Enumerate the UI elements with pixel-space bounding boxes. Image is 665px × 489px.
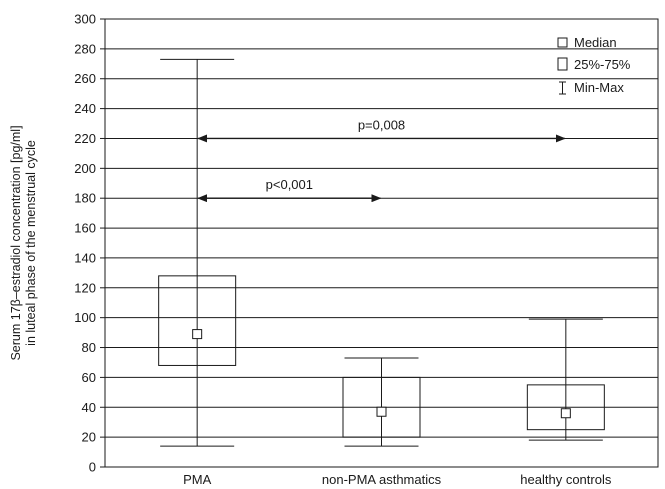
y-tick-label: 220 [74, 131, 96, 146]
legend-quartile-marker [557, 57, 568, 71]
box-1 [342, 357, 421, 447]
box-plots [158, 58, 605, 447]
significance-annotations: p=0,008 p<0,001 [197, 117, 566, 203]
y-tick-label: 280 [74, 41, 96, 56]
y-tick-label: 0 [89, 460, 96, 475]
median-marker [192, 329, 203, 340]
quartile-box [158, 275, 237, 366]
box-0 [158, 58, 237, 447]
y-tick-label: 140 [74, 250, 96, 265]
legend-median-label: Median [574, 35, 617, 50]
median-marker [560, 408, 571, 419]
y-tick-label: 20 [82, 430, 96, 445]
y-tick-label: 120 [74, 280, 96, 295]
x-category-label: healthy controls [520, 472, 612, 487]
y-tick-label: 40 [82, 400, 96, 415]
legend-item-minmax: Min-Max [559, 80, 624, 95]
quartile-box [526, 384, 605, 431]
y-tick-label: 260 [74, 71, 96, 86]
significance-bracket: p=0,008 [197, 117, 566, 143]
legend-quartile-label: 25%-75% [574, 57, 631, 72]
legend-item-quartiles: 25%-75% [557, 57, 631, 72]
p-value-label: p<0,001 [266, 177, 313, 192]
legend-item-median: Median [557, 35, 617, 50]
y-axis-ticks: 0 20 40 60 80 100 120 140 160 180 200 220 240 260 280 3… [74, 12, 105, 475]
y-tick-label: 180 [74, 191, 96, 206]
y-axis-label-line2: in luteal phase of the menstrual cycle [24, 140, 38, 346]
p-value-label: p=0,008 [358, 117, 405, 132]
x-axis-categories: PMA non-PMA asthmatics healthy controls [183, 472, 612, 487]
legend: Median 25%-75% Min-Max [557, 35, 631, 95]
legend-median-marker [557, 37, 568, 48]
quartile-box [342, 376, 421, 438]
legend-minmax-label: Min-Max [574, 80, 624, 95]
x-category-label: PMA [183, 472, 212, 487]
plot-area-frame [104, 18, 659, 468]
y-tick-label: 240 [74, 101, 96, 116]
x-category-label: non-PMA asthmatics [322, 472, 442, 487]
y-tick-label: 100 [74, 310, 96, 325]
median-marker [376, 406, 387, 417]
y-tick-label: 60 [82, 370, 96, 385]
significance-bracket: p<0,001 [197, 177, 382, 203]
y-tick-label: 80 [82, 340, 96, 355]
box-2 [526, 318, 605, 441]
y-axis-label-line1: Serum 17β–estradiol concentration [pg/ml… [9, 125, 23, 360]
y-tick-label: 160 [74, 221, 96, 236]
y-axis-label: Serum 17β–estradiol concentration [pg/ml… [9, 125, 38, 360]
y-tick-label: 300 [74, 12, 96, 27]
y-tick-label: 200 [74, 161, 96, 176]
legend-minmax-marker [559, 81, 566, 95]
